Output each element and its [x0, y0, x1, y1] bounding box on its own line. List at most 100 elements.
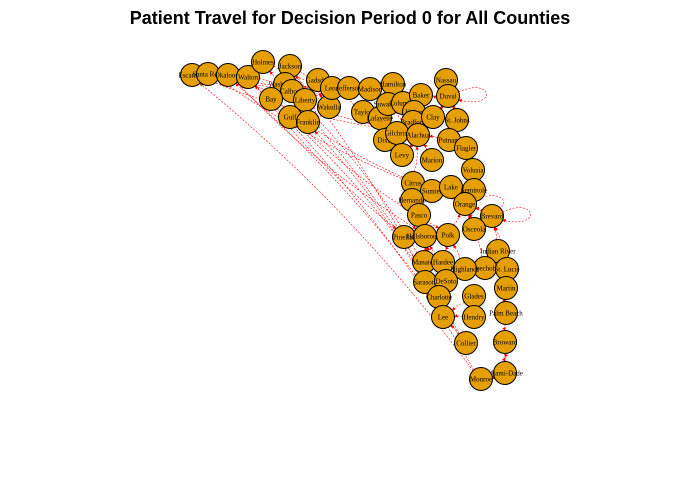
node-label-gilchrist: Gilchrist: [385, 130, 410, 138]
node-label-walton: Walton: [238, 74, 259, 82]
edge-franklin-to-leon: [314, 97, 326, 113]
node-circle-monroe: [469, 367, 493, 391]
node-label-bradford: Bradford: [400, 119, 426, 127]
edge-hardee-to-polk: [444, 245, 449, 251]
node-walton: Walton: [236, 65, 260, 89]
node-label-wakulla: Wakulla: [317, 104, 341, 112]
edge-okaloosa-to-hillsborough: [236, 82, 417, 229]
node-label-alachua: Alachua: [406, 132, 430, 140]
edge-desoto-to-hillsborough: [429, 246, 442, 271]
node-circle-walton: [236, 65, 260, 89]
node-circle-broward: [493, 330, 517, 354]
node-label-columbia: Columbia: [389, 100, 418, 108]
node-volusia: Volusia: [461, 158, 485, 182]
node-label-collier: Collier: [456, 340, 476, 348]
node-label-escambia: Escambia: [178, 72, 206, 80]
node-label-st-lucie: St. Lucie: [494, 266, 519, 274]
node-circle-bay: [259, 87, 283, 111]
node-label-marion: Marion: [422, 157, 443, 165]
node-flagler: Flagler: [454, 136, 478, 160]
node-alachua: Alachua: [406, 123, 431, 147]
edge-glades-to-lee: [452, 302, 465, 311]
node-broward: Broward: [493, 330, 518, 354]
node-clay: Clay: [421, 105, 445, 129]
node-palm-beach: Palm Beach: [489, 301, 523, 325]
node-label-hernando: Hernando: [398, 197, 426, 205]
node-label-st-johns: St. Johns: [444, 117, 470, 125]
node-label-monroe: Monroe: [470, 376, 492, 384]
node-label-lafayette: Lafayette: [367, 115, 393, 123]
node-lee: Lee: [431, 305, 455, 329]
node-label-martin: Martin: [496, 285, 516, 293]
node-label-baker: Baker: [413, 92, 430, 100]
node-miami-dade: Miami-Dade: [487, 361, 523, 385]
node-label-duval: Duval: [439, 93, 456, 101]
edge-collier-to-okaloosa: [235, 83, 459, 335]
edge-putnam-to-alachua: [429, 134, 438, 139]
node-circle-alachua: [406, 123, 430, 147]
node-label-flagler: Flagler: [456, 145, 476, 153]
node-circle-franklin: [296, 110, 320, 134]
node-label-santa-rosa: Santa Rosa: [192, 71, 224, 79]
node-label-seminole: Seminole: [461, 187, 487, 195]
node-label-pinellas: Pinellas: [393, 234, 415, 242]
edge-brevard-to-orange: [475, 206, 482, 212]
edge-indian-river-to-brevard: [493, 227, 498, 240]
node-label-gulf: Gulf: [284, 114, 298, 122]
node-circle-clay: [421, 105, 445, 129]
node-martin: Martin: [494, 276, 518, 300]
node-label-hillsborough: Hillsborough: [407, 233, 444, 241]
node-jefferson: Jefferson: [336, 76, 362, 100]
node-circle-lee: [431, 305, 455, 329]
edge-citrus-to-alachua: [413, 146, 419, 172]
node-label-bay: Bay: [265, 96, 277, 104]
node-label-volusia: Volusia: [463, 167, 485, 175]
node-label-okaloosa: Okaloosa: [215, 72, 242, 80]
edge-polk-to-orange: [453, 213, 461, 226]
node-label-charlotte: Charlotte: [426, 294, 452, 302]
node-label-holmes: Holmes: [252, 59, 274, 67]
node-marion: Marion: [420, 148, 444, 172]
edge-liberty-to-leon: [315, 92, 322, 97]
node-circle-palm-beach: [494, 301, 518, 325]
node-hamilton: Hamilton: [380, 72, 407, 96]
node-label-indian-river: Indian River: [480, 248, 516, 256]
node-holmes: Holmes: [251, 50, 275, 74]
node-bay: Bay: [259, 87, 283, 111]
node-circle-martin: [494, 276, 518, 300]
node-polk: Polk: [436, 223, 460, 247]
node-label-osceola: Osceola: [463, 226, 486, 234]
self-loop-duval: [458, 87, 487, 103]
node-label-calhoun: Calhoun: [280, 88, 304, 96]
node-label-pasco: Pasco: [411, 212, 428, 220]
node-circle-polk: [436, 223, 460, 247]
node-label-jefferson: Jefferson: [336, 85, 362, 93]
node-glades: Glades: [462, 284, 486, 308]
node-label-orange: Orange: [455, 201, 476, 209]
node-circle-levy: [390, 143, 414, 167]
node-label-sarasota: Sarasota: [413, 279, 438, 287]
node-circle-flagler: [454, 136, 478, 160]
node-label-hardee: Hardee: [433, 259, 453, 267]
node-label-palm-beach: Palm Beach: [489, 310, 523, 318]
node-orange: Orange: [453, 192, 477, 216]
edge-broward-to-miami-dade: [502, 353, 506, 362]
node-sarasota: Sarasota: [413, 270, 438, 294]
node-label-polk: Polk: [442, 232, 455, 240]
self-loop-brevard: [502, 207, 531, 223]
node-levy: Levy: [390, 143, 414, 167]
node-label-lake: Lake: [444, 184, 458, 192]
node-label-highlands: Highlands: [451, 266, 480, 274]
node-circle-holmes: [251, 50, 275, 74]
node-label-levy: Levy: [395, 152, 410, 160]
node-circle-marion: [420, 148, 444, 172]
node-label-manatee: Manatee: [412, 259, 436, 267]
node-circle-brevard: [480, 204, 504, 228]
node-circle-orange: [453, 192, 477, 216]
node-label-nassau: Nassau: [436, 77, 457, 85]
node-label-madison: Madison: [358, 86, 383, 94]
node-label-brevard: Brevard: [481, 213, 504, 221]
node-circle-hendry: [462, 305, 486, 329]
node-madison: Madison: [358, 77, 383, 101]
edge-sarasota-to-franklin: [314, 131, 419, 273]
